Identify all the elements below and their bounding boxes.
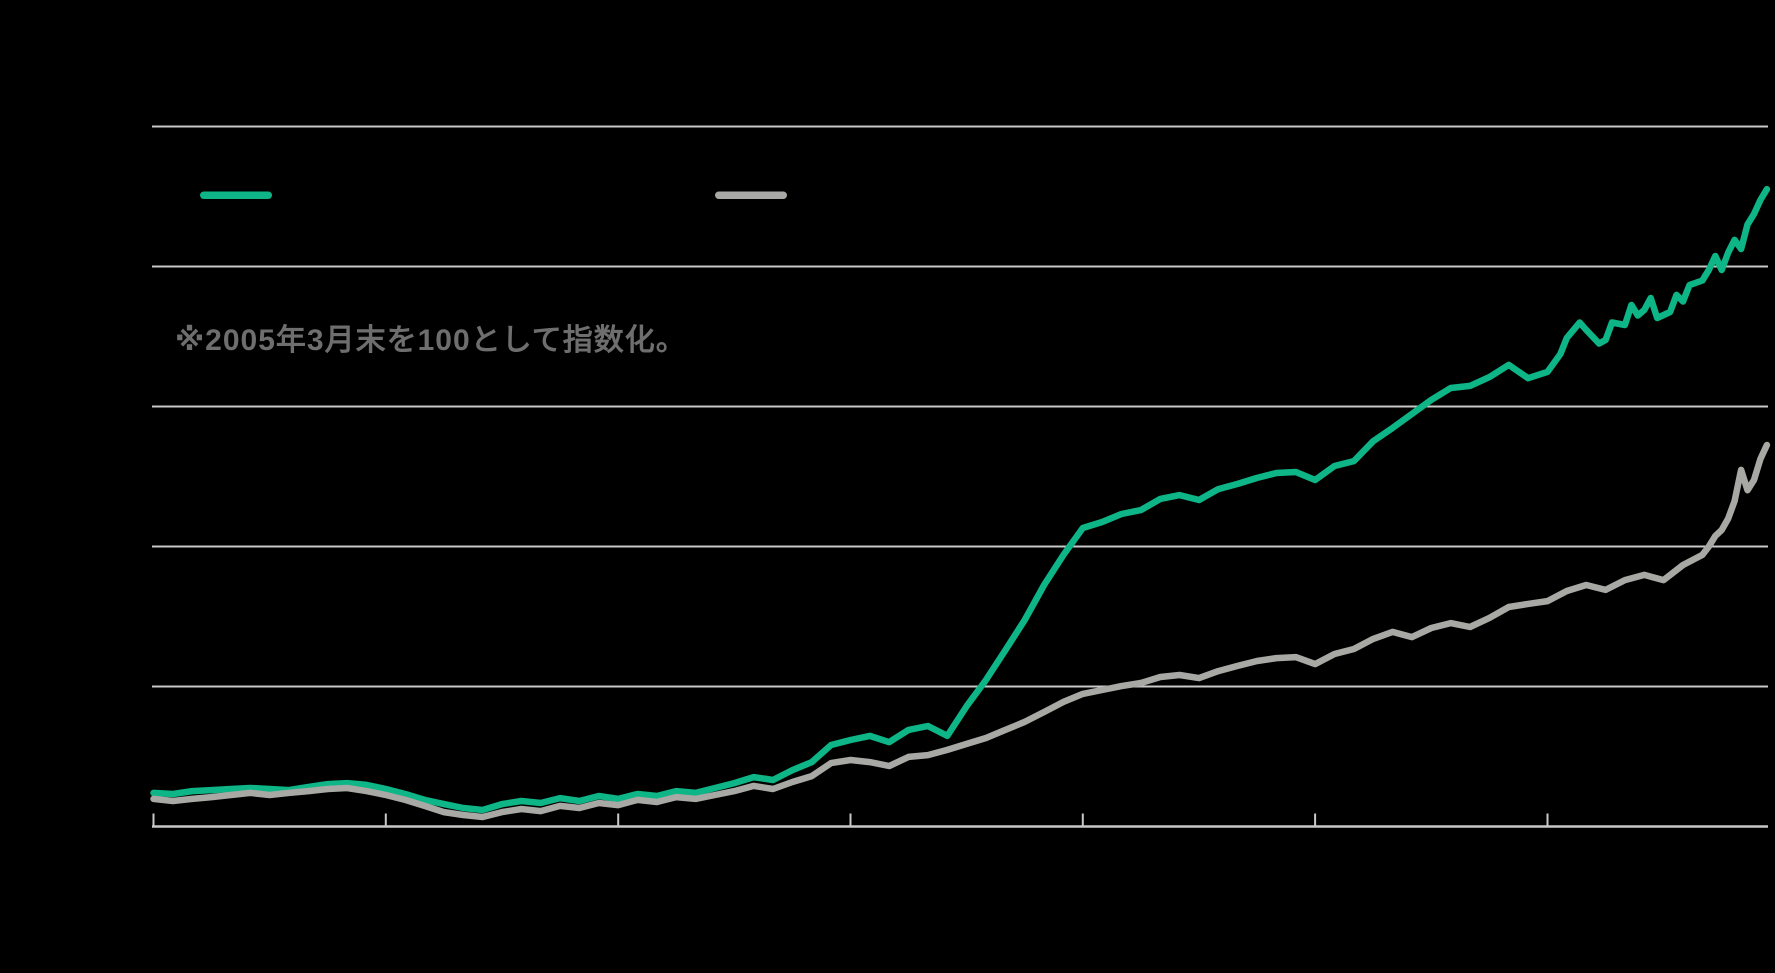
x-axis-ticks-group [152,813,1549,828]
legend-swatch-series-gray [715,191,787,199]
legend-group [200,191,787,199]
legend-swatch-series-green [200,191,272,199]
series-green-line [150,185,1771,814]
gridlines-group [152,125,1768,688]
series-gray-line [150,441,1771,821]
index-note-text: ※2005年3月末を100として指数化。 [175,324,687,357]
data-series-group [150,185,1771,821]
